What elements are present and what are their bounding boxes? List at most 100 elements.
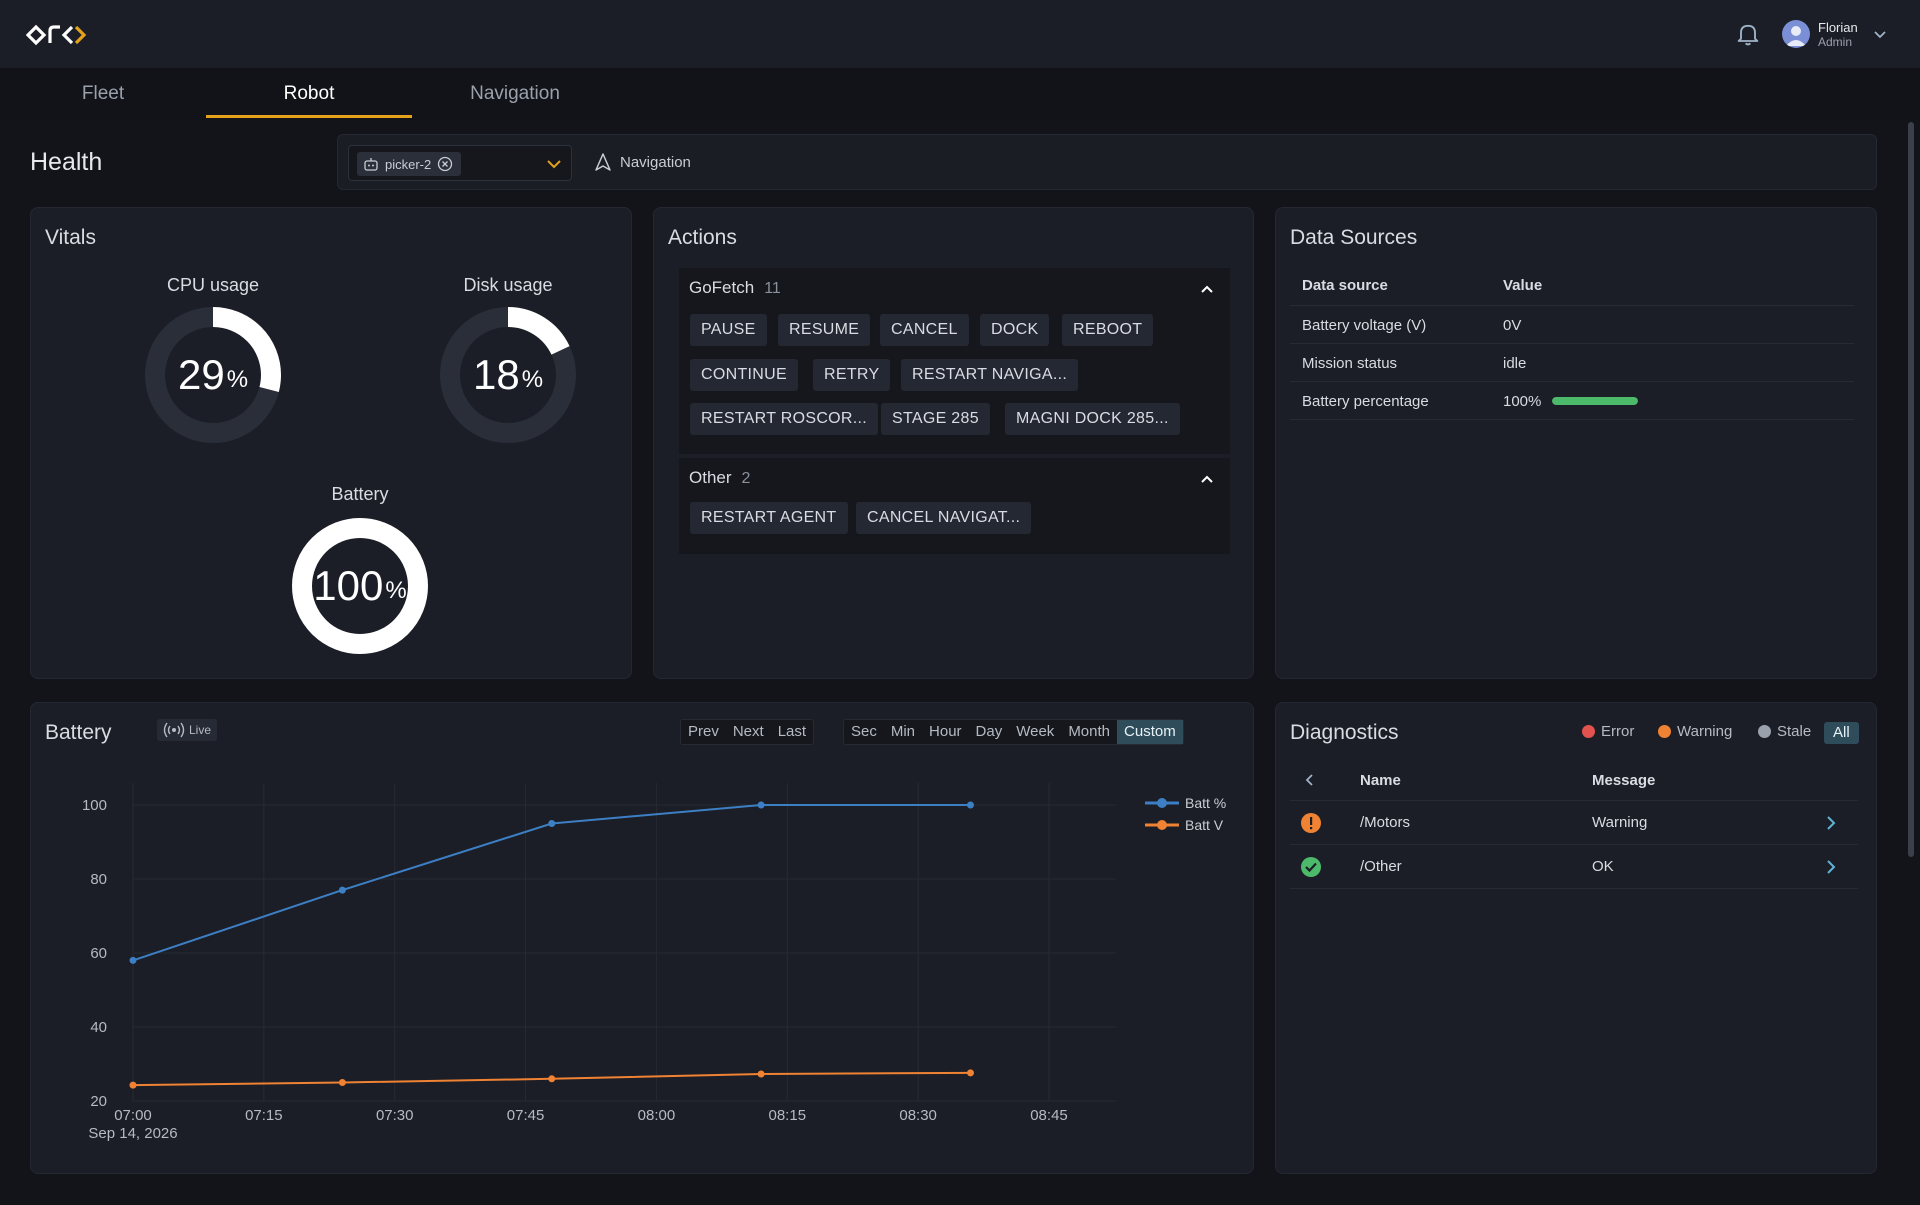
data-point (338, 886, 346, 894)
robot-icon (364, 158, 378, 171)
cpu-label: CPU usage (166, 275, 260, 295)
main-tabs: Fleet Robot Navigation (0, 68, 1920, 120)
data-point (966, 801, 974, 809)
data-point (129, 1081, 137, 1089)
app-logo[interactable] (26, 20, 90, 50)
tab-navigation[interactable]: Navigation (470, 83, 560, 104)
actions-panel: Actions GoFetch 11 PAUSE RESUME CANCEL DO… (653, 207, 1254, 679)
robot-select[interactable]: picker-2 (348, 145, 572, 181)
resume-button[interactable]: RESUME (778, 314, 871, 346)
restart-roscore-button[interactable]: RESTART ROSCOR... (690, 403, 879, 435)
range-day-button[interactable]: Day (975, 723, 1003, 740)
page-scrollbar[interactable] (1908, 122, 1914, 857)
x-tick-label: 08:30 (899, 1107, 937, 1124)
legend-item-batt-v[interactable]: Batt V (1145, 817, 1223, 833)
diagnostics-title: Diagnostics (1290, 721, 1399, 744)
check-circle-icon (1301, 857, 1321, 877)
retry-button[interactable]: RETRY (813, 359, 891, 391)
action-group-gofetch: GoFetch 11 PAUSE RESUME CANCEL DOCK REBOO… (679, 268, 1230, 454)
disk-value: 18% (472, 351, 544, 398)
error-dot-icon (1582, 725, 1595, 738)
diagnostics-table: Name Message /Motors Warning /Other OK (1290, 761, 1858, 889)
tab-fleet[interactable]: Fleet (81, 83, 125, 104)
series-line-0 (132, 804, 971, 962)
range-week-button[interactable]: Week (1016, 723, 1055, 740)
x-tick-label: 07:15 (245, 1107, 283, 1124)
continue-button[interactable]: CONTINUE (690, 359, 798, 391)
data-point (757, 801, 765, 809)
battery-chart-panel: Battery Live Prev Next Last Sec Min Hour… (30, 702, 1254, 1174)
table-header: Name Message (1290, 761, 1858, 801)
dock-button[interactable]: DOCK (980, 314, 1050, 346)
diagnostics-panel: Diagnostics Error Warning Stale All Name… (1275, 702, 1877, 1174)
user-name: Florian (1818, 20, 1858, 35)
restart-navigation-button[interactable]: RESTART NAVIGA... (901, 359, 1079, 391)
table-row[interactable]: /Other OK (1290, 845, 1858, 889)
user-icon (1786, 26, 1806, 46)
tab-robot[interactable]: Robot (206, 68, 412, 120)
data-point (548, 820, 556, 827)
robot-chip: picker-2 (357, 152, 462, 176)
group-count: 11 (764, 280, 781, 297)
x-tick-label: 07:00 (114, 1107, 152, 1124)
last-button[interactable]: Last (777, 723, 807, 740)
chevron-left-icon[interactable] (1302, 772, 1318, 788)
x-tick-label: 08:00 (638, 1107, 676, 1124)
vitals-panel: Vitals CPU usage 29% Disk usage 18% Batt… (30, 207, 632, 679)
chevron-up-icon[interactable] (1198, 280, 1216, 298)
filter-all-button[interactable]: All (1824, 722, 1859, 744)
range-sec-button[interactable]: Sec (851, 723, 877, 740)
actions-title: Actions (668, 226, 737, 249)
reboot-button[interactable]: REBOOT (1062, 314, 1154, 346)
navigation-filter-label: Navigation (620, 153, 691, 171)
chevron-up-icon[interactable] (1198, 470, 1216, 488)
range-custom-button[interactable]: Custom (1117, 720, 1183, 744)
live-badge[interactable]: Live (157, 719, 218, 741)
stage-285-button[interactable]: STAGE 285 (881, 403, 990, 435)
data-point (129, 956, 137, 964)
table-header: Data source Value (1290, 264, 1854, 306)
live-broadcast-icon (163, 722, 185, 738)
data-sources-table: Data source Value Battery voltage (V) 0V… (1290, 264, 1854, 420)
range-hour-button[interactable]: Hour (929, 723, 962, 740)
filter-warning[interactable]: Warning (1658, 723, 1732, 740)
warning-dot-icon (1658, 725, 1671, 738)
disk-gauge: 18% (438, 305, 578, 445)
data-point (757, 1070, 765, 1078)
legend-item-batt-pct[interactable]: Batt % (1145, 795, 1226, 811)
restart-agent-button[interactable]: RESTART AGENT (690, 502, 848, 534)
x-tick-label: 08:15 (769, 1107, 807, 1124)
chevron-right-icon[interactable] (1822, 814, 1840, 832)
robot-chip-label: picker-2 (385, 156, 432, 172)
next-button[interactable]: Next (732, 723, 764, 740)
chevron-right-icon[interactable] (1822, 858, 1840, 876)
table-row: Battery percentage 100% (1290, 382, 1854, 420)
chevron-down-icon[interactable] (1870, 24, 1890, 44)
legend-swatch (1145, 798, 1179, 808)
table-row: Mission status idle (1290, 344, 1854, 382)
close-icon[interactable] (437, 156, 453, 172)
notification-bell-icon[interactable] (1734, 20, 1762, 48)
battery-line-chart: 20 40 60 80 100 07:00 07:15 07:30 07:45 08:00 08:1… (82, 783, 1116, 1142)
filter-error[interactable]: Error (1582, 723, 1634, 740)
cpu-gauge: 29% (143, 305, 283, 445)
cancel-button[interactable]: CANCEL (880, 314, 969, 346)
pause-button[interactable]: PAUSE (690, 314, 767, 346)
warning-icon (1301, 813, 1321, 833)
battery-chart-title: Battery (45, 721, 112, 744)
user-role: Admin (1818, 35, 1853, 49)
navigation-arrow-icon (595, 153, 611, 171)
x-tick-label: 08:45 (1030, 1107, 1068, 1124)
navigation-filter[interactable]: Navigation (594, 152, 691, 172)
avatar[interactable] (1782, 20, 1810, 48)
group-count: 2 (741, 470, 751, 487)
filter-stale[interactable]: Stale (1758, 723, 1811, 740)
prev-button[interactable]: Prev (688, 723, 719, 740)
table-row[interactable]: /Motors Warning (1290, 801, 1858, 845)
range-min-button[interactable]: Min (890, 723, 916, 740)
action-group-other: Other 2 RESTART AGENT CANCEL NAVIGAT... (679, 458, 1230, 554)
chevron-down-icon[interactable] (545, 155, 563, 173)
range-month-button[interactable]: Month (1068, 723, 1111, 740)
cancel-navigation-button[interactable]: CANCEL NAVIGAT... (856, 502, 1032, 534)
magni-dock-285-button[interactable]: MAGNI DOCK 285... (1005, 403, 1180, 435)
